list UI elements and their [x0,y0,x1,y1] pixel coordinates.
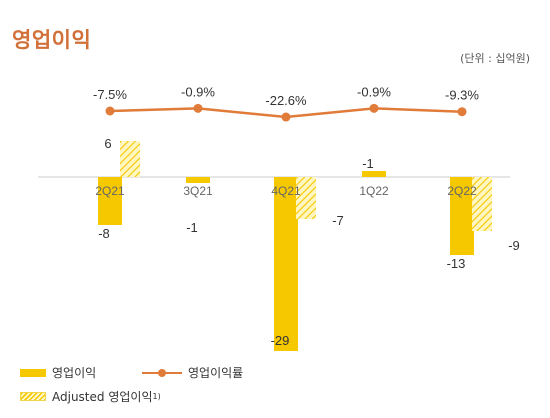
adjusted-bar-4Q21 [296,177,316,219]
margin-label: -0.9% [357,84,391,99]
margin-label: -0.9% [181,84,215,99]
margin-label: -9.3% [445,88,479,103]
margin-point-4Q21 [281,112,291,122]
margin-point-1Q22 [369,103,379,113]
legend-item-adjusted: Adjusted 영업이익 1) [20,388,161,405]
legend-label-line: 영업이익률 [188,366,244,380]
margin-label: -7.5% [93,87,127,102]
bar-3Q21 [186,177,210,183]
x-tick-label: 4Q21 [271,184,301,198]
x-tick-label: 3Q21 [183,184,213,198]
bar-2Q21 [98,177,122,225]
legend-swatch-line [142,368,182,378]
bar-2Q22 [450,177,474,255]
bar-value-label: -13 [447,256,466,271]
bar-4Q21 [274,177,298,351]
adjusted-value-label: -7 [332,213,344,228]
legend-swatch-adjusted [20,392,46,401]
legend-label-adjusted: Adjusted 영업이익 [52,390,153,404]
x-tick-label: 2Q21 [95,184,125,198]
bar-value-label: -1 [362,156,374,171]
unit-note: (단위 : 십억원) [460,52,530,65]
legend-item-bar: 영업이익 [20,364,96,381]
adjusted-value-label: -9 [508,238,520,253]
adjusted-value-label: 6 [104,136,111,151]
margin-point-2Q22 [457,107,467,117]
margin-label: -22.6% [265,93,307,108]
legend-footnote: 1) [152,392,161,401]
adjusted-bar-2Q22 [472,177,492,231]
bar-1Q22 [362,171,386,177]
chart-title: 영업이익 [12,28,92,52]
bar-value-label: -8 [98,226,110,241]
margin-point-2Q21 [105,106,115,116]
x-tick-label: 1Q22 [359,184,389,198]
legend-swatch-bar [20,368,46,377]
legend-label-bar: 영업이익 [52,366,97,380]
bar-value-label: -1 [186,220,198,235]
margin-point-3Q21 [193,103,203,113]
adjusted-bar-2Q21 [120,141,140,177]
x-tick-label: 2Q22 [447,184,477,198]
bar-value-label: -29 [271,333,290,348]
legend-item-line: 영업이익률 [142,364,243,381]
